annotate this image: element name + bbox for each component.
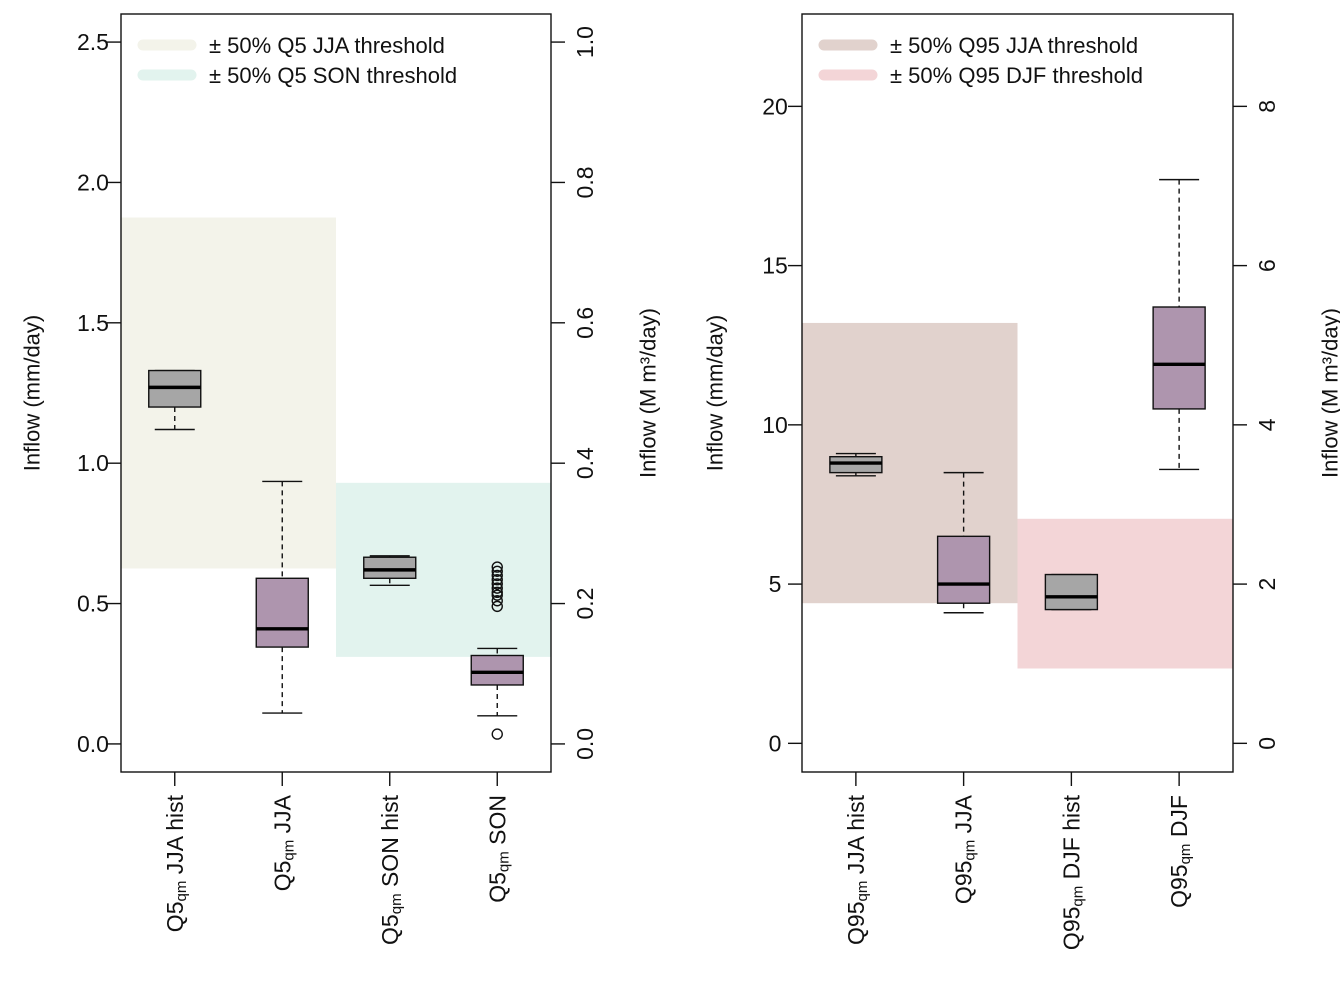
y2-tick-label: 2 bbox=[1254, 578, 1280, 591]
y2-axis-title: Inflow (M m³/day) bbox=[636, 308, 661, 478]
x-tick-label: Q95qm JJA hist bbox=[843, 794, 871, 945]
x-tick-label-subscript: qm bbox=[1069, 886, 1086, 907]
x-tick-label: Q95qm DJF hist bbox=[1058, 794, 1086, 950]
x-tick-label-rest: JJA hist bbox=[162, 794, 188, 880]
box-series-4 bbox=[1153, 180, 1205, 470]
x-tick-label: Q5qm SON hist bbox=[377, 794, 405, 945]
x-tick-label: Q95qm DJF bbox=[1166, 795, 1194, 908]
y-tick-label: 2.5 bbox=[77, 29, 109, 55]
legend-label: ± 50% Q95 DJF threshold bbox=[890, 63, 1143, 88]
x-tick-label-main: Q95 bbox=[843, 902, 869, 945]
x-tick-label-rest: SON hist bbox=[377, 794, 403, 893]
y-axis-right: 0 2 4 6 8 bbox=[1233, 100, 1280, 750]
legend: ± 50% Q5 JJA threshold ± 50% Q5 SON thres… bbox=[143, 33, 457, 88]
y-axis-left: 0 5 10 15 20 bbox=[762, 93, 802, 756]
box-series-3 bbox=[1045, 575, 1097, 610]
outlier-point bbox=[492, 729, 502, 739]
y-tick-label: 0.0 bbox=[77, 731, 109, 757]
y-tick-label: 10 bbox=[762, 412, 788, 438]
box bbox=[364, 557, 416, 578]
x-tick-label-subscript: qm bbox=[387, 893, 404, 914]
chart-panel-2: 0 5 10 15 20 0 2 4 6 8 Inflow (mm/day) Inflow (M m³… bbox=[703, 14, 1340, 950]
y2-tick-label: 0.8 bbox=[572, 166, 598, 198]
chart-panel-1: 0.0 0.5 1.0 1.5 2.0 2.5 0.0 0.2 0.4 0.6 0.8 1.0 Infl… bbox=[20, 14, 661, 945]
y-axis-title: Inflow (mm/day) bbox=[703, 315, 728, 471]
x-tick-label-rest: JJA bbox=[951, 794, 977, 839]
x-tick-label-rest: DJF bbox=[1166, 795, 1192, 844]
y2-tick-label: 4 bbox=[1254, 418, 1280, 431]
box bbox=[471, 655, 523, 684]
y-tick-label: 0 bbox=[769, 730, 782, 756]
legend-label: ± 50% Q95 JJA threshold bbox=[890, 33, 1138, 58]
y2-axis-title: Inflow (M m³/day) bbox=[1318, 308, 1340, 478]
x-tick-label: Q5qm SON bbox=[484, 795, 512, 903]
y2-tick-label: 0.6 bbox=[572, 307, 598, 339]
y-tick-label: 15 bbox=[762, 253, 788, 279]
y-tick-label: 2.0 bbox=[77, 169, 109, 195]
y2-tick-label: 0.4 bbox=[572, 447, 598, 479]
y-tick-label: 1.0 bbox=[77, 450, 109, 476]
y2-tick-label: 6 bbox=[1254, 259, 1280, 272]
y-axis-title: Inflow (mm/day) bbox=[20, 315, 45, 471]
x-tick-label-rest: JJA hist bbox=[843, 794, 869, 880]
x-tick-label-subscript: qm bbox=[280, 840, 297, 861]
y2-tick-label: 8 bbox=[1254, 100, 1280, 113]
x-tick-label-subscript: qm bbox=[1177, 844, 1194, 865]
box bbox=[938, 536, 990, 603]
x-tick-label-subscript: qm bbox=[853, 881, 870, 902]
x-tick-label-subscript: qm bbox=[495, 851, 512, 872]
y-axis-left: 0.0 0.5 1.0 1.5 2.0 2.5 bbox=[77, 29, 121, 757]
y2-tick-label: 0 bbox=[1254, 737, 1280, 750]
y-tick-label: 5 bbox=[769, 571, 782, 597]
y-tick-label: 0.5 bbox=[77, 591, 109, 617]
x-tick-label-subscript: qm bbox=[961, 840, 978, 861]
legend-label: ± 50% Q5 JJA threshold bbox=[209, 33, 445, 58]
x-tick-label-main: Q95 bbox=[951, 861, 977, 904]
x-tick-label-main: Q5 bbox=[484, 872, 510, 903]
x-tick-label-main: Q95 bbox=[1058, 907, 1084, 950]
x-tick-label-main: Q5 bbox=[269, 861, 295, 892]
x-tick-label-main: Q95 bbox=[1166, 864, 1192, 907]
y2-tick-label: 0.0 bbox=[572, 728, 598, 760]
y-axis-right: 0.0 0.2 0.4 0.6 0.8 1.0 bbox=[551, 26, 598, 760]
y-tick-label: 1.5 bbox=[77, 310, 109, 336]
box bbox=[256, 578, 308, 647]
legend-label: ± 50% Q5 SON threshold bbox=[209, 63, 457, 88]
x-tick-label: Q5qm JJA hist bbox=[162, 794, 190, 932]
box bbox=[1045, 575, 1097, 610]
y2-tick-label: 0.2 bbox=[572, 588, 598, 620]
legend: ± 50% Q95 JJA threshold ± 50% Q95 DJF thr… bbox=[824, 33, 1143, 88]
x-tick-label-rest: JJA bbox=[269, 794, 295, 839]
box bbox=[1153, 307, 1205, 409]
x-tick-label: Q95qm JJA bbox=[951, 794, 979, 904]
y2-tick-label: 1.0 bbox=[572, 26, 598, 58]
x-tick-label: Q5qm JJA bbox=[269, 794, 297, 891]
x-tick-label-rest: SON bbox=[484, 795, 510, 851]
y-tick-label: 20 bbox=[762, 93, 788, 119]
x-tick-label-main: Q5 bbox=[162, 902, 188, 933]
x-tick-label-main: Q5 bbox=[377, 914, 403, 945]
x-tick-label-rest: DJF hist bbox=[1058, 794, 1084, 885]
x-tick-label-subscript: qm bbox=[172, 881, 189, 902]
box-series-1 bbox=[830, 454, 882, 476]
